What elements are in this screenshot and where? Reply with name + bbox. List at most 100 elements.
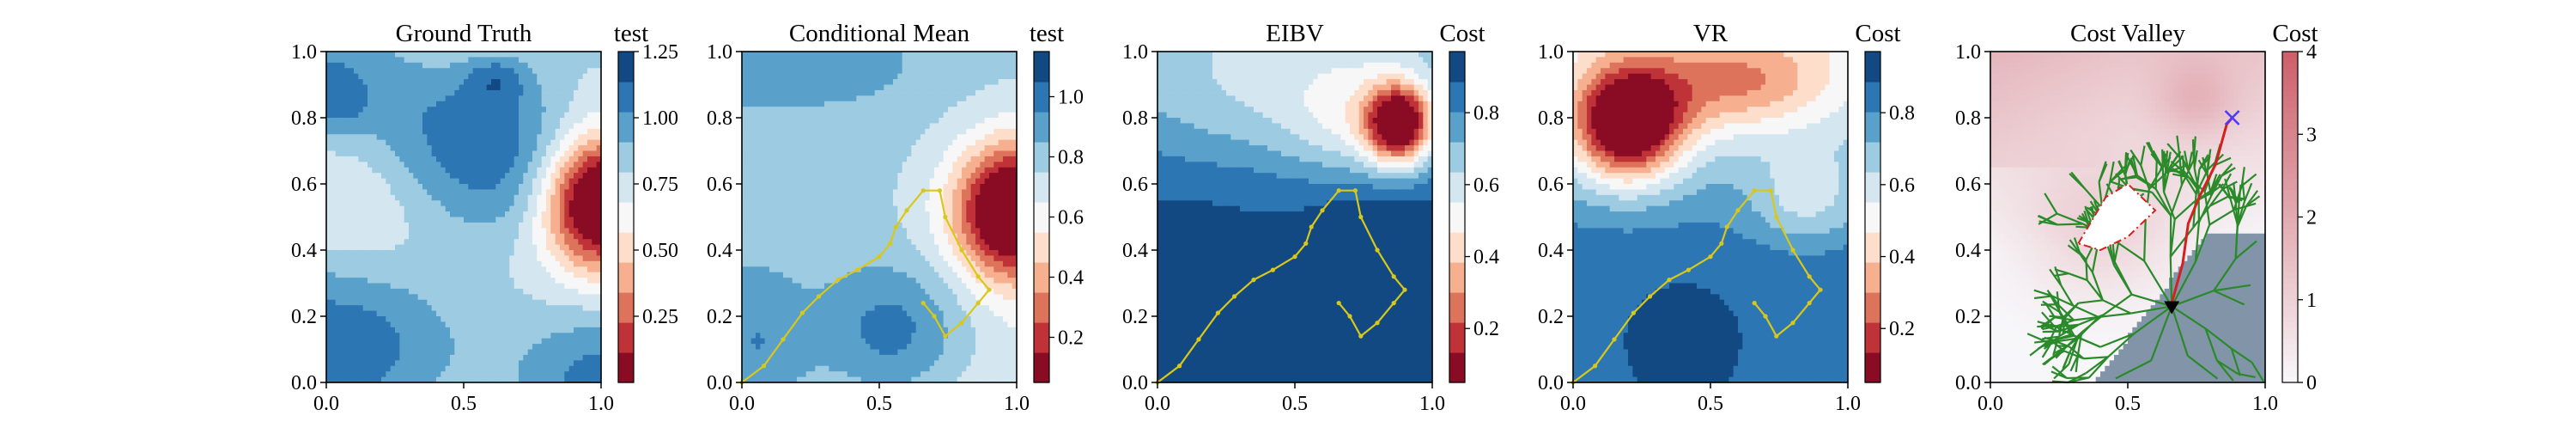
heatmap-cell [834,316,839,322]
heatmap-cell [769,217,775,223]
heatmap-cell [815,195,820,201]
heatmap-cell [774,223,779,229]
heatmap-cell [395,223,400,229]
heatmap-cell [413,366,418,372]
heatmap-cell [742,95,747,101]
heatmap-cell [418,145,423,151]
heatmap-cell [413,355,418,361]
heatmap-cell [336,140,341,146]
heatmap-cell [760,266,765,272]
heatmap-cell [331,228,336,234]
heatmap-cell [436,101,441,107]
heatmap-cell [473,63,478,69]
heatmap-cell [477,184,483,190]
heatmap-cell [760,261,765,267]
heatmap-cell [556,284,561,290]
heatmap-cell [464,151,469,157]
heatmap-cell [505,129,510,135]
heatmap-cell [829,366,834,372]
heatmap-cell [446,266,451,272]
heatmap-cell [368,272,373,278]
heatmap-cell [746,217,751,223]
heatmap-cell [368,321,373,327]
heatmap-cell [514,211,519,217]
heatmap-cell [514,95,519,101]
heatmap-cell [391,289,396,295]
heatmap-cell [793,245,798,251]
heatmap-cell [354,289,359,295]
heatmap-cell [824,95,829,101]
heatmap-cell [495,151,501,157]
heatmap-cell [336,245,341,251]
heatmap-cell [391,57,396,63]
heatmap-cell [592,179,597,185]
heatmap-cell [386,162,391,168]
heatmap-cell [523,305,528,311]
heatmap-cell [344,90,349,96]
heatmap-cell [815,333,820,339]
heatmap-cell [787,239,793,245]
heatmap-cell [446,300,451,306]
heatmap-cell [811,173,816,179]
heatmap-cell [532,113,538,119]
heatmap-cell [413,239,418,245]
heatmap-cell [509,223,514,229]
heatmap-cell [760,200,765,206]
heatmap-cell [354,184,359,190]
heatmap-cell [820,184,825,190]
heatmap-cell [409,234,414,240]
heatmap-cell [574,327,579,333]
heatmap-cell [528,101,533,107]
heatmap-cell [340,327,345,333]
heatmap-cell [368,300,373,306]
heatmap-cell [556,200,561,206]
heatmap-cell [372,339,377,345]
heatmap-cell [742,289,747,295]
heatmap-cell [514,101,519,107]
heatmap-cell [824,339,829,345]
heatmap-cell [574,339,579,345]
heatmap-cell [842,74,848,80]
heatmap-cell [550,162,556,168]
heatmap-cell [501,200,506,206]
heatmap-cell [542,118,547,124]
heatmap-cell [354,228,359,234]
heatmap-cell [806,239,811,245]
heatmap-cell [464,366,469,372]
heatmap-cell [509,52,514,58]
heatmap-cell [509,68,514,74]
heatmap-cell [528,250,533,256]
heatmap-cell [427,360,432,366]
heatmap-cell [432,184,437,190]
heatmap-cell [532,255,538,261]
heatmap-cell [519,140,524,146]
heatmap-cell [422,239,428,245]
heatmap-cell [391,63,396,69]
heatmap-cell [838,68,843,74]
heatmap-cell [418,289,423,295]
heatmap-cell [399,113,404,119]
heatmap-cell [523,239,528,245]
heatmap-cell [505,255,510,261]
heatmap-cell [331,333,336,339]
heatmap-cell [509,101,514,107]
heatmap-cell [765,79,770,85]
heatmap-cell [514,316,519,322]
heatmap-cell [560,168,565,174]
heatmap-cell [501,371,506,377]
heatmap-cell [824,294,829,300]
heatmap-cell [422,272,428,278]
heatmap-cell [550,321,556,327]
heatmap-cell [587,156,592,162]
heatmap-cell [446,344,451,350]
heatmap-cell [326,366,331,372]
heatmap-cell [477,195,483,201]
heatmap-cell [560,90,565,96]
heatmap-cell [537,321,542,327]
heatmap-cell [815,321,820,327]
heatmap-cell [824,140,829,146]
heatmap-cell [418,245,423,251]
heatmap-cell [436,294,441,300]
heatmap-cell [340,339,345,345]
heatmap-cell [372,350,377,356]
